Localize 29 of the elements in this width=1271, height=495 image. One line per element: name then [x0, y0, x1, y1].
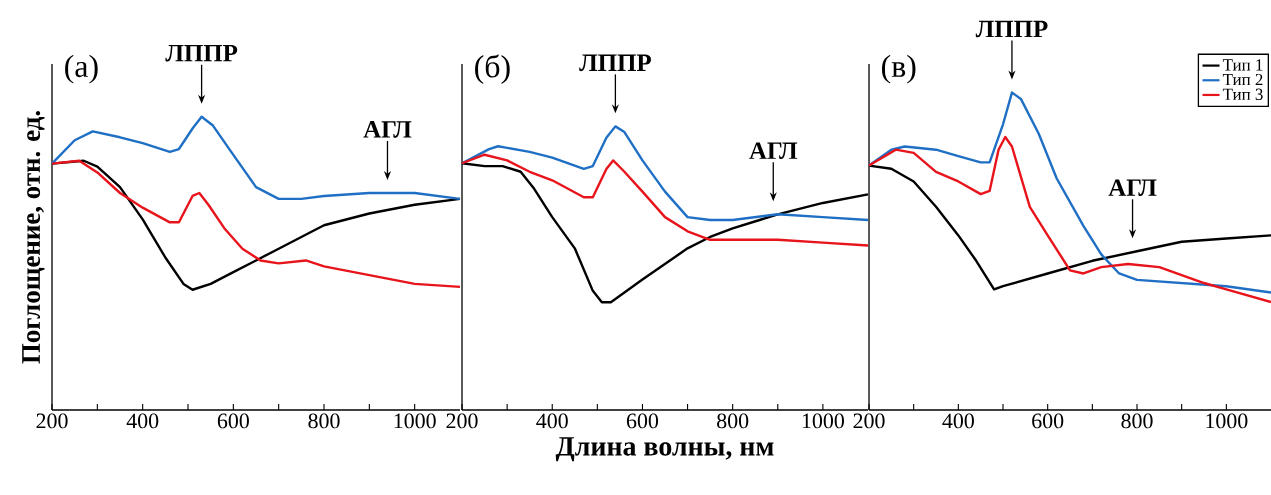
x-tick-label: 400 [536, 413, 568, 429]
x-tick-label: 200 [36, 413, 68, 429]
x-tick-label: 200 [446, 413, 478, 429]
x-tick-label: 800 [308, 413, 340, 429]
y-axis-title: Поглощение, отн. ед. [22, 111, 45, 364]
x-tick-label: 800 [1121, 413, 1153, 429]
annotation: ЛППР [579, 54, 651, 72]
chart-title: (б) [475, 54, 510, 84]
x-tick-label: 600 [217, 413, 249, 429]
x-tick-label: 200 [853, 413, 885, 429]
annotation: АГЛ [749, 142, 798, 160]
annotation: ЛППР [165, 45, 238, 62]
x-tick-label: 1000 [802, 413, 844, 429]
x-tick-label: 1000 [1206, 413, 1248, 429]
x-tick-label: 400 [126, 413, 159, 429]
x-axis-title: Длина волны, нм [555, 437, 774, 462]
annotation: АГЛ [1108, 179, 1157, 197]
chart-title: (в) [881, 54, 916, 84]
x-tick-label: 1000 [394, 413, 436, 429]
legend-label: Тип 3 [1222, 88, 1263, 100]
x-tick-label: 600 [626, 413, 659, 429]
x-tick-label: 400 [942, 413, 974, 429]
annotation: АГЛ [363, 121, 412, 138]
legend-label: Тип 2 [1222, 73, 1263, 86]
annotation: ЛППР [975, 20, 1048, 38]
legend-label: Тип 1 [1222, 59, 1263, 71]
x-tick-label: 800 [717, 413, 749, 429]
chart-title: (а) [65, 54, 98, 84]
x-tick-label: 600 [1032, 413, 1064, 429]
